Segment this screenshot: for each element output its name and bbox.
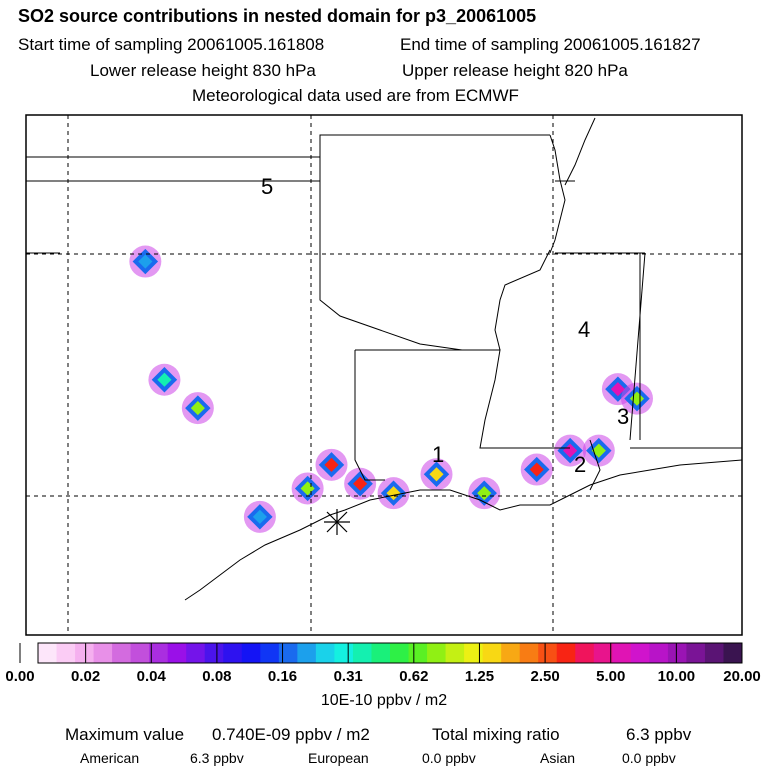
colorbar-swatch [297, 643, 317, 663]
colorbar-swatch [186, 643, 206, 663]
colorbar-tick-label: 0.00 [5, 668, 35, 685]
hotspot-core [353, 476, 368, 491]
hotspot-core [138, 254, 153, 269]
colorbar-tick-label: 2.50 [530, 668, 560, 685]
american-label: American [80, 750, 140, 766]
lower-release-label: Lower release height 830 hPa [90, 61, 316, 80]
colorbar-tick-label: 1.25 [464, 668, 495, 685]
colorbar-swatch [612, 643, 632, 663]
colorbar-swatch [38, 643, 58, 663]
upper-release-label: Upper release height 820 hPa [402, 61, 628, 80]
hotspot-core [563, 443, 578, 458]
colorbar-swatch [352, 643, 372, 663]
colorbar-swatch [223, 643, 243, 663]
colorbar-swatch [667, 643, 687, 663]
colorbar-swatch [315, 643, 335, 663]
map-frame [25, 114, 743, 636]
colorbar [19, 642, 743, 664]
total-mixing-value: 6.3 ppbv [626, 725, 692, 744]
max-value: 0.740E-09 ppbv / m2 [212, 725, 370, 744]
colorbar-swatch [204, 643, 224, 663]
american-value: 6.3 ppbv [190, 750, 244, 766]
asian-value: 0.0 ppbv [622, 750, 676, 766]
chart-title: SO2 source contributions in nested domai… [18, 6, 537, 26]
source-label-5: 5 [261, 174, 273, 199]
source-label-3: 3 [617, 404, 629, 429]
colorbar-swatch [130, 643, 150, 663]
end-time-label: End time of sampling 20061005.161827 [400, 35, 701, 54]
colorbar-swatch [556, 643, 576, 663]
colorbar-swatch [704, 643, 724, 663]
colorbar-swatch [112, 643, 132, 663]
hotspot-core [324, 457, 339, 472]
colorbar-swatch [371, 643, 391, 663]
map-area: 1 2 3 4 5 [26, 115, 742, 635]
colorbar-swatch [723, 643, 743, 663]
release-point-marker [324, 509, 350, 535]
colorbar-swatch [501, 643, 521, 663]
european-label: European [308, 750, 369, 766]
hotspot-core [610, 382, 625, 397]
source-label-1: 1 [432, 442, 444, 467]
colorbar-tick-label: 0.02 [71, 668, 101, 685]
colorbar-swatch [75, 643, 95, 663]
colorbar-swatch [482, 643, 502, 663]
hotspot-core [429, 467, 444, 482]
total-mixing-label: Total mixing ratio [432, 725, 560, 744]
max-value-label: Maximum value [65, 725, 185, 744]
state-boundaries [26, 115, 742, 635]
colorbar-swatch [93, 643, 113, 663]
hotspot-core [386, 486, 401, 501]
colorbar-swatch [408, 643, 428, 663]
colorbar-swatch [538, 643, 558, 663]
hotspot-layer [129, 245, 653, 533]
colorbar-swatch [390, 643, 410, 663]
colorbar-tick-label: 5.00 [596, 668, 626, 685]
grid-lines [26, 115, 742, 635]
hotspot-core [591, 443, 606, 458]
source-label-4: 4 [578, 317, 590, 342]
hotspot-core [157, 372, 172, 387]
colorbar-swatch [464, 643, 484, 663]
colorbar-tick-label: 10.00 [657, 668, 696, 685]
colorbar-swatch [575, 643, 595, 663]
colorbar-swatch [167, 643, 187, 663]
colorbar-tick-label: 0.08 [202, 668, 232, 685]
european-value: 0.0 ppbv [422, 750, 476, 766]
colorbar-tick-label: 0.16 [267, 668, 298, 685]
colorbar-swatch [149, 643, 169, 663]
colorbar-unit-label: 10E-10 ppbv / m2 [320, 692, 448, 709]
hotspot-core [252, 509, 267, 524]
colorbar-tick-label: 0.62 [399, 668, 429, 685]
colorbar-swatch [260, 643, 280, 663]
asian-label: Asian [540, 750, 576, 766]
colorbar-swatch [445, 643, 465, 663]
colorbar-tick-label: 0.04 [136, 668, 166, 685]
met-data-label: Meteorological data used are from ECMWF [192, 86, 519, 105]
colorbar-tick-label: 0.31 [333, 668, 363, 685]
colorbar-swatch [241, 643, 261, 663]
hotspot-core [190, 401, 205, 416]
colorbar-swatch [649, 643, 669, 663]
colorbar-swatch [630, 643, 650, 663]
hotspot-core [529, 462, 544, 477]
hotspot-core [477, 486, 492, 501]
colorbar-swatch [427, 643, 447, 663]
colorbar-swatch [334, 643, 354, 663]
colorbar-swatch [593, 643, 613, 663]
source-label-2: 2 [574, 452, 586, 477]
colorbar-tick-label: 20.00 [723, 668, 761, 685]
colorbar-swatch [56, 643, 76, 663]
colorbar-swatch [686, 643, 706, 663]
start-time-label: Start time of sampling 20061005.161808 [18, 35, 325, 54]
colorbar-swatch [278, 643, 298, 663]
colorbar-swatch [519, 643, 539, 663]
